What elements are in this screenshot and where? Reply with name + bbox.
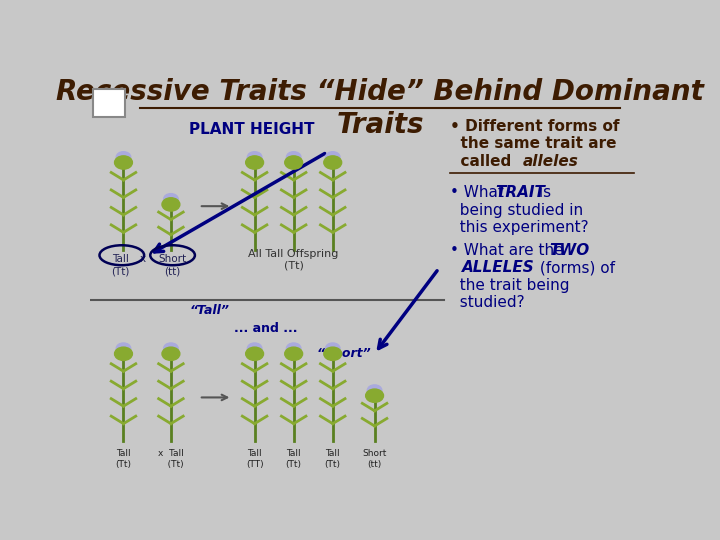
Circle shape (366, 389, 384, 402)
Circle shape (248, 343, 262, 354)
Text: alleles: alleles (523, 154, 578, 169)
Text: • Different forms of: • Different forms of (450, 119, 619, 134)
Text: ALLELES: ALLELES (462, 260, 535, 275)
Text: studied?: studied? (450, 295, 525, 310)
Circle shape (287, 152, 301, 163)
Text: (Tt): (Tt) (115, 460, 132, 469)
Circle shape (163, 343, 178, 354)
Text: “Short”: “Short” (317, 347, 372, 360)
Text: PLANT HEIGHT: PLANT HEIGHT (189, 122, 315, 137)
Circle shape (163, 194, 178, 205)
Text: (tt): (tt) (164, 266, 181, 276)
Text: Tall: Tall (112, 254, 129, 264)
Circle shape (116, 343, 131, 354)
Text: the trait being: the trait being (450, 278, 570, 293)
Circle shape (248, 152, 262, 163)
Text: (Tt): (Tt) (284, 260, 304, 270)
Circle shape (162, 347, 180, 360)
Circle shape (325, 152, 340, 163)
Text: called: called (450, 154, 516, 169)
Circle shape (324, 347, 342, 360)
Text: Short: Short (362, 449, 387, 458)
Text: being studied in: being studied in (450, 203, 583, 218)
Text: Tall: Tall (247, 449, 262, 458)
Circle shape (287, 343, 301, 354)
Text: TWO: TWO (549, 243, 590, 258)
Text: Short: Short (158, 254, 186, 264)
Text: “Tall”: “Tall” (190, 305, 230, 318)
Text: • What: • What (450, 185, 508, 200)
Text: (tt): (tt) (367, 460, 382, 469)
Circle shape (116, 152, 131, 163)
Text: ... and ...: ... and ... (234, 322, 297, 335)
Text: the same trait are: the same trait are (450, 136, 616, 151)
Text: All Tall Offspring: All Tall Offspring (248, 249, 339, 259)
Text: (Tt): (Tt) (286, 460, 302, 469)
Circle shape (162, 198, 180, 211)
Text: ✓: ✓ (99, 92, 122, 120)
Circle shape (114, 156, 132, 169)
Text: (Tt): (Tt) (325, 460, 341, 469)
Circle shape (284, 156, 302, 169)
Text: Tall: Tall (116, 449, 131, 458)
Text: is: is (534, 185, 551, 200)
Text: this experiment?: this experiment? (450, 220, 588, 235)
Circle shape (284, 347, 302, 360)
Text: x  Tall: x Tall (158, 449, 184, 458)
Text: (forms) of: (forms) of (535, 260, 615, 275)
Circle shape (324, 156, 342, 169)
Circle shape (246, 156, 264, 169)
Circle shape (367, 385, 382, 396)
Text: (Tt): (Tt) (112, 266, 130, 276)
Circle shape (325, 343, 340, 354)
Text: (TT): (TT) (246, 460, 264, 469)
Circle shape (114, 347, 132, 360)
Text: Tall: Tall (325, 449, 340, 458)
Text: Tall: Tall (287, 449, 301, 458)
Text: • What are the: • What are the (450, 243, 568, 258)
Text: Recessive Traits “Hide” Behind Dominant
Traits: Recessive Traits “Hide” Behind Dominant … (56, 78, 704, 138)
FancyBboxPatch shape (93, 89, 125, 117)
Text: TRAIT: TRAIT (495, 185, 546, 200)
Text: (Tt): (Tt) (158, 460, 183, 469)
Circle shape (246, 347, 264, 360)
Text: x: x (140, 254, 146, 264)
